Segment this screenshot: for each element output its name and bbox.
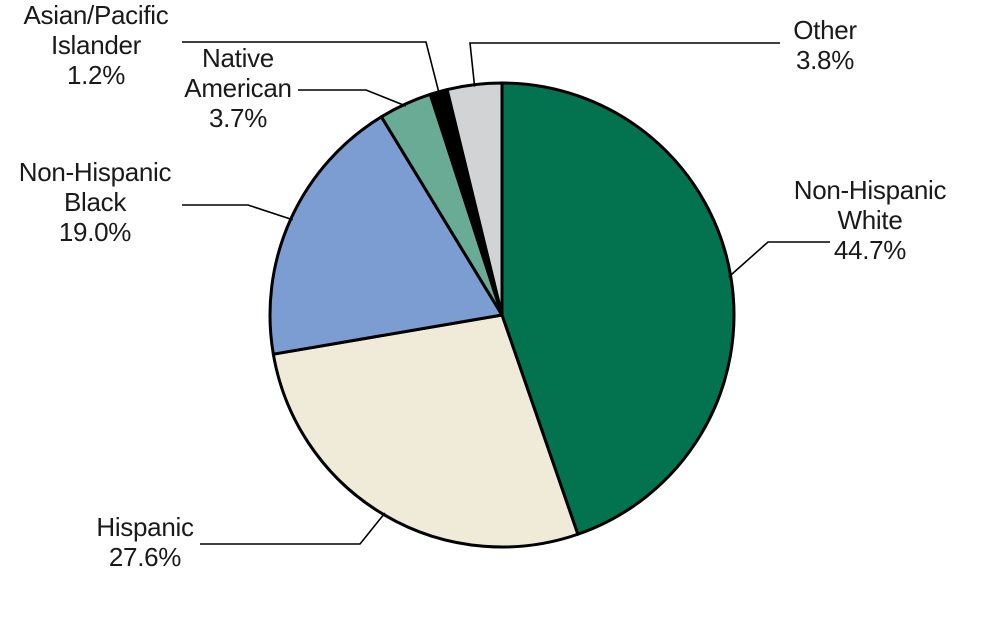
leader-line-other: [469, 42, 780, 87]
slice-name-label: Native: [202, 43, 274, 73]
slice-label-non-hispanic-white: Non-Hispanic White 44.7%: [794, 175, 947, 265]
slice-name-label: Islander: [51, 30, 142, 60]
slice-name-label: Black: [64, 187, 127, 217]
slice-label-non-hispanic-black: Non-Hispanic Black 19.0%: [19, 157, 172, 247]
slice-value-label: 3.7%: [209, 103, 267, 133]
pie-slices: [268, 81, 736, 549]
slice-name-label: Asian/Pacific: [24, 0, 169, 30]
slice-label-hispanic: Hispanic 27.6%: [96, 512, 194, 572]
slice-labels: Non-Hispanic White 44.7%Hispanic 27.6%Non-H…: [19, 0, 947, 572]
slice-label-other: Other 3.8%: [793, 15, 857, 75]
leader-lines: [182, 41, 830, 545]
slice-name-label: White: [838, 205, 903, 235]
slice-value-label: 27.6%: [109, 542, 181, 572]
leader-line-asian-pacific-islander: [182, 41, 440, 94]
slice-name-label: Other: [793, 15, 857, 45]
slice-non-hispanic-white: [500, 81, 736, 536]
slice-value-label: 44.7%: [834, 235, 906, 265]
leader-line-hispanic: [200, 512, 386, 545]
slice-value-label: 1.2%: [67, 60, 125, 90]
slice-label-asian-pacific-islander: Asian/Pacific Islander 1.2%: [24, 0, 169, 90]
slice-value-label: 3.8%: [796, 45, 854, 75]
slice-name-label: Hispanic: [96, 512, 194, 542]
leader-line-native-american: [298, 89, 407, 107]
slice-label-native-american: Native American 3.7%: [184, 43, 291, 133]
slice-name-label: Non-Hispanic: [19, 157, 172, 187]
slice-name-label: Non-Hispanic: [794, 175, 947, 205]
leader-line-non-hispanic-white: [728, 241, 830, 278]
slice-name-label: American: [184, 73, 291, 103]
leader-line-non-hispanic-black: [182, 204, 293, 221]
slice-value-label: 19.0%: [59, 217, 131, 247]
